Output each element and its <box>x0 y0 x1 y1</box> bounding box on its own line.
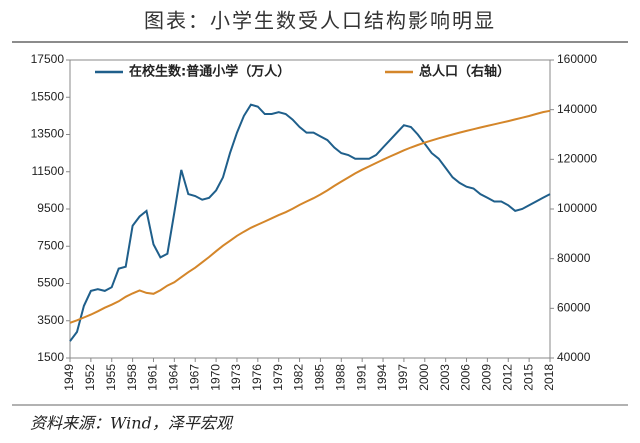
x-tick-label: 1955 <box>104 364 118 391</box>
y-tick-label: 7500 <box>37 238 64 252</box>
y-tick-label: 9500 <box>37 201 64 215</box>
x-tick-label: 1997 <box>396 364 410 391</box>
x-tick-label: 2003 <box>438 364 452 391</box>
y2-tick-label: 60000 <box>557 301 591 315</box>
legend-label: 总人口（右轴） <box>419 64 510 80</box>
y2-tick-label: 80000 <box>557 251 591 265</box>
x-tick-label: 1964 <box>167 364 181 391</box>
x-tick-label: 1952 <box>83 364 97 391</box>
y2-tick-label: 120000 <box>557 152 597 166</box>
x-tick-label: 1949 <box>62 364 76 391</box>
x-tick-label: 1991 <box>354 364 368 391</box>
x-tick-label: 2012 <box>500 364 514 391</box>
x-tick-label: 1985 <box>313 364 327 391</box>
chart-title: 图表：小学生数受人口结构影响明显 <box>144 9 496 33</box>
y2-tick-label: 160000 <box>557 52 597 66</box>
y2-tick-label: 140000 <box>557 102 597 116</box>
x-tick-label: 1994 <box>375 364 389 391</box>
y2-tick-label: 40000 <box>557 350 591 364</box>
source-note: 资料来源：Wind，泽平宏观 <box>30 414 234 433</box>
x-tick-label: 2000 <box>417 364 431 391</box>
series-line <box>69 109 551 324</box>
x-tick-label: 1961 <box>146 364 160 391</box>
x-tick-label: 1979 <box>271 364 285 391</box>
x-tick-label: 1976 <box>250 364 264 391</box>
x-tick-label: 2009 <box>480 364 494 391</box>
x-tick-label: 2018 <box>542 364 556 391</box>
y-tick-label: 3500 <box>37 313 64 327</box>
y-tick-label: 13500 <box>31 127 65 141</box>
y-tick-label: 11500 <box>32 164 65 178</box>
x-tick-label: 1988 <box>333 364 347 391</box>
x-tick-label: 2006 <box>459 364 473 391</box>
y2-tick-label: 100000 <box>557 201 597 215</box>
y-tick-label: 1500 <box>37 350 64 364</box>
series-line <box>69 103 551 342</box>
x-tick-label: 2015 <box>521 364 535 391</box>
y-tick-label: 17500 <box>31 52 65 66</box>
x-tick-label: 1967 <box>187 364 201 391</box>
x-tick-label: 1973 <box>229 364 243 391</box>
legend-label: 在校生数:普通小学（万人） <box>129 64 290 80</box>
y-tick-label: 15500 <box>31 89 65 103</box>
plot-frame <box>69 59 551 359</box>
x-tick-label: 1982 <box>292 364 306 391</box>
x-tick-label: 1970 <box>208 364 222 391</box>
x-tick-label: 1958 <box>125 364 139 391</box>
y-tick-label: 5500 <box>37 276 64 290</box>
